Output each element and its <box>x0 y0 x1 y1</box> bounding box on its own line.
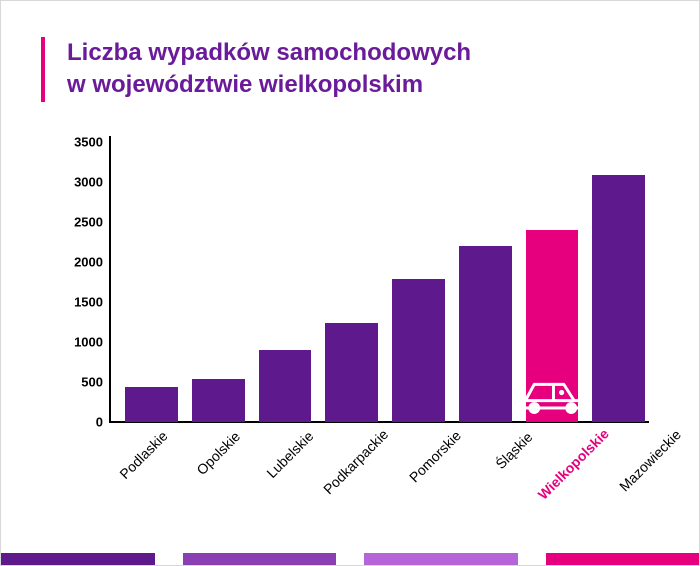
y-axis: 0500100015002000250030003500 <box>61 142 109 422</box>
title-line-2: w województwie wielkopolskim <box>67 71 423 98</box>
y-tick: 2500 <box>59 214 103 229</box>
title-block: Liczba wypadków samochodowych w wojewódz… <box>41 37 659 102</box>
bar <box>192 379 245 421</box>
x-label: Śląskie <box>492 429 535 472</box>
chart-area: 0500100015002000250030003500 <box>61 142 649 422</box>
y-tick: 3000 <box>59 174 103 189</box>
footer-stripe <box>546 553 700 565</box>
bar-slot <box>592 142 645 422</box>
y-tick: 1500 <box>59 294 103 309</box>
x-label: Podlaskie <box>116 427 170 481</box>
y-tick: 500 <box>59 374 103 389</box>
chart-card: Liczba wypadków samochodowych w wojewódz… <box>0 0 700 566</box>
bar-slot <box>392 142 445 422</box>
x-label: Lubelskie <box>263 428 316 481</box>
x-label: Podkarpackie <box>320 426 391 497</box>
bar <box>592 175 645 421</box>
title-line-1: Liczba wypadków samochodowych <box>67 39 471 66</box>
x-label: Pomorskie <box>406 427 464 485</box>
bar-slot <box>459 142 512 422</box>
y-tick: 3500 <box>59 134 103 149</box>
bar <box>392 279 445 421</box>
bar-highlight <box>526 230 579 422</box>
bar-slot <box>192 142 245 422</box>
chart-title: Liczba wypadków samochodowych w wojewódz… <box>67 37 659 102</box>
footer-stripes <box>1 553 699 565</box>
bars-container <box>113 142 649 422</box>
bar-slot <box>325 142 378 422</box>
y-tick: 0 <box>59 414 103 429</box>
footer-stripe <box>183 553 337 565</box>
y-tick: 1000 <box>59 334 103 349</box>
bar <box>259 350 312 422</box>
bar-slot <box>526 142 579 422</box>
y-tick: 2000 <box>59 254 103 269</box>
bar-slot <box>125 142 178 422</box>
bar-slot <box>259 142 312 422</box>
footer-stripe <box>1 553 155 565</box>
x-label: Wielkopolskie <box>535 425 612 502</box>
x-label: Mazowieckie <box>616 426 684 494</box>
y-axis-line <box>109 136 111 423</box>
plot-area <box>113 142 649 422</box>
footer-stripe <box>364 553 518 565</box>
bar <box>325 323 378 421</box>
bar <box>459 246 512 422</box>
x-label: Opolskie <box>193 428 243 478</box>
bar <box>125 387 178 421</box>
